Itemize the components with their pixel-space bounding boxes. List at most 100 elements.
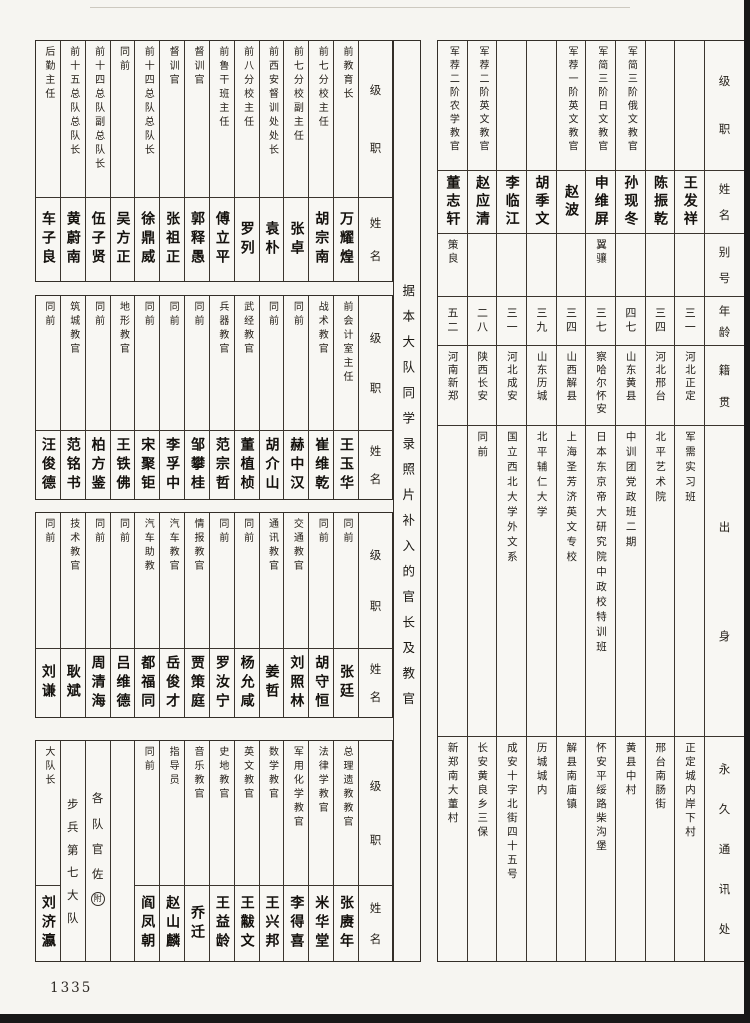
address-header-chars-char: 永 (718, 762, 731, 777)
name-cell: 乔迁 (185, 886, 209, 961)
rank-cell: 督训官 (160, 41, 185, 198)
person-column: 兵器教官 范宗哲 (208, 296, 234, 499)
name-cell-text: 刘谦 (39, 664, 56, 702)
name-cell: 申维屏 (586, 171, 616, 234)
section-title-char: 第 (67, 842, 79, 857)
rank-cell-text: 同前 (216, 518, 228, 546)
person-column: 战术教官 崔维乾 (308, 296, 334, 499)
rank-cell: 总理遗教教官 (334, 741, 358, 886)
background-cell-text: 上海圣芳济英文专校 (565, 431, 578, 567)
origin-cell-text: 河北成安 (505, 351, 518, 404)
name-cell-text: 范宗哲 (213, 436, 230, 494)
rank-cell: 史地教官 (209, 741, 234, 886)
rank-cell-text: 前七分校副主任 (291, 46, 303, 144)
name-cell: 张赓年 (334, 886, 358, 961)
rank-cell-text: 同前 (42, 518, 54, 546)
name-cell-text: 赵山麟 (164, 895, 181, 952)
name-cell-text: 阎凤朝 (139, 895, 156, 952)
section-title-char: 各 (91, 791, 104, 806)
person-column: 同前 罗汝宁 (208, 513, 234, 717)
name-header-chars-char: 名 (369, 690, 382, 704)
rank-cell-text: 英文教官 (241, 746, 253, 802)
rank-cell-text: 音乐教官 (191, 746, 203, 802)
name-cell: 李孚中 (160, 431, 184, 499)
rank-header-chars: 级职 (359, 513, 392, 648)
rank-header-chars-char: 职 (369, 598, 382, 613)
alias-cell: 策良 (438, 234, 467, 298)
person-column: 同前 邹攀桂 (184, 296, 209, 499)
name-cell: 张祖正 (160, 198, 184, 281)
person-column: 前教育长 万耀煌 (333, 41, 358, 281)
name-cell: 董植桢 (235, 431, 259, 499)
rank-cell-text: 同前 (316, 518, 328, 546)
person-column: 军用化学教官 李得喜 (283, 741, 309, 961)
level-header-chars: 级职 (705, 41, 744, 170)
rank-cell-text: 数学教官 (266, 746, 278, 802)
name-cell: 刘济瀛 (36, 886, 60, 961)
name-header-chars-char: 名 (369, 931, 382, 946)
age-cell: 四七 (616, 297, 645, 347)
name-cell-text: 胡介山 (263, 436, 280, 494)
level-header: 级职 (705, 41, 745, 171)
name-cell-text: 罗列 (238, 220, 255, 259)
center-note: 据本大队同学录照片补入的官长及教官 (400, 284, 416, 718)
name-cell-text: 董植桢 (238, 436, 255, 494)
rank-cell: 武经教官 (234, 296, 259, 431)
background-cell-text: 北平辅仁大学 (535, 431, 548, 522)
person-column: 前十四总队总队长 徐鼎威 (134, 41, 160, 281)
name-cell: 阎凤朝 (135, 886, 159, 961)
background-cell: 日本东京帝大研究院中政校特训班 (586, 426, 616, 738)
name-cell: 吕维德 (111, 649, 135, 717)
person-column: 军简三阶日文教官 申维屏 翼骧 三七 察哈尔怀安 日本东京帝大研究院中政校特训班 怀安平绥路… (585, 41, 616, 961)
section-column: 各队官佐附 (84, 741, 110, 961)
name-cell: 董志轩 (438, 171, 467, 234)
person-column: 同前 胡介山 (258, 296, 284, 499)
address-cell-text: 历城城内 (535, 742, 548, 799)
rank-cell: 大队长 (36, 741, 60, 886)
name-cell-text: 周清海 (89, 654, 106, 712)
page-number: 1335 (50, 980, 93, 996)
name-cell: 黄蔚南 (61, 198, 85, 281)
name-cell-text: 贾策庭 (188, 654, 205, 712)
rank-cell-text: 同前 (92, 518, 104, 546)
origin-cell-text: 山东黄县 (624, 351, 637, 404)
rank-cell: 前七分校副主任 (284, 41, 309, 198)
rank-cell: 前教育长 (334, 41, 358, 198)
address-cell: 长安黄良乡三保 (468, 737, 497, 961)
center-note-column: 据本大队同学录照片补入的官长及教官 (393, 40, 421, 962)
background-cell: 同前 (467, 426, 497, 738)
alias-cell (645, 234, 675, 298)
background-cell: 中训团党政班二期 (616, 426, 645, 738)
person-column: 前十五总队总队长 黄蔚南 (59, 41, 85, 281)
rank-cell-text: 前七分校主任 (316, 46, 328, 130)
rank-cell-text: 武经教官 (241, 301, 253, 357)
name-cell-text: 柏方鉴 (89, 436, 106, 494)
rank-cell-text: 同前 (117, 518, 129, 546)
table-header-column: 级职姓名别号年龄籍贯出身永久通讯处 (704, 41, 745, 961)
age-header-chars: 年龄 (705, 297, 744, 345)
rank-cell: 情报教官 (185, 513, 209, 649)
rank-cell: 同前 (36, 513, 60, 649)
rank-cell-text: 前十四总队总队长 (142, 46, 154, 158)
name-cell: 胡介山 (260, 431, 284, 499)
name-header: 姓名 (705, 171, 745, 234)
name-cell-text: 赵应清 (474, 174, 490, 229)
level-cell: 军简三阶日文教官 (586, 41, 616, 171)
origin-cell-text: 陕西长安 (476, 351, 489, 404)
name-cell: 刘谦 (36, 649, 60, 717)
address-cell-text: 正定城内岸下村 (683, 742, 696, 841)
name-header-chars-char: 名 (718, 207, 731, 222)
band-header-column: 级职姓名 (357, 513, 392, 717)
origin-header-chars-char: 籍 (718, 362, 731, 377)
section-title: 步兵第七大队 (61, 741, 85, 961)
name-cell: 宋聚钜 (135, 431, 159, 499)
name-cell: 王铁佛 (111, 431, 135, 499)
rank-cell: 同前 (209, 513, 234, 649)
rank-cell-text: 筑城教官 (67, 301, 79, 357)
rank-cell-text: 督训官 (191, 46, 203, 88)
age-cell: 三一 (675, 297, 705, 347)
address-cell-text: 黄县中村 (624, 742, 637, 799)
person-column: 军荐一阶英文教官 赵波 三四 山西解县 上海圣芳济英文专校 解县南庙镇 (555, 41, 586, 961)
name-header-chars: 姓名 (359, 886, 392, 961)
age-header-chars-char: 年 (718, 303, 731, 318)
